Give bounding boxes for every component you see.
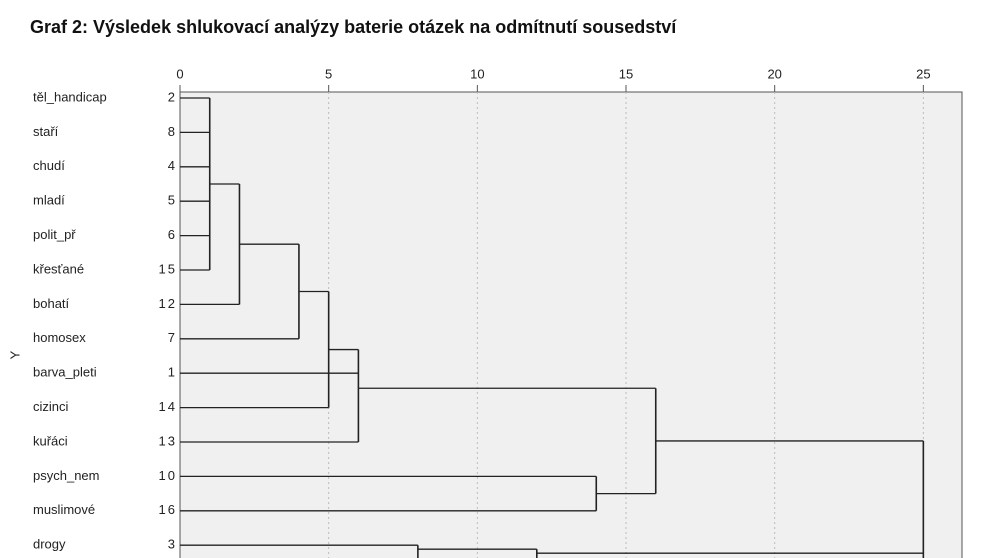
- leaf-label: psych_nem: [33, 468, 99, 483]
- case-number: 3: [168, 537, 177, 552]
- case-number: 4: [168, 158, 177, 173]
- case-number: 2: [168, 89, 177, 104]
- chart-title: Graf 2: Výsledek shlukovací analýzy bate…: [30, 17, 677, 37]
- case-number: 16: [159, 502, 177, 517]
- leaf-label: polit_př: [33, 227, 76, 242]
- leaf-label: drogy: [33, 537, 66, 552]
- leaf-label: muslimové: [33, 502, 95, 517]
- leaf-label: křesťané: [33, 261, 84, 276]
- leaf-label: mladí: [33, 193, 65, 208]
- leaf-label: těl_handicap: [33, 89, 107, 104]
- leaf-label: barva_pleti: [33, 365, 97, 380]
- x-tick-label: 15: [619, 66, 633, 81]
- leaf-label: chudí: [33, 158, 65, 173]
- x-tick-label: 10: [470, 66, 484, 81]
- case-number: 7: [168, 330, 177, 345]
- leaf-label: staří: [33, 124, 59, 139]
- x-tick-label: 25: [916, 66, 930, 81]
- y-axis-label: Y: [7, 350, 22, 359]
- leaf-label: bohatí: [33, 296, 70, 311]
- case-number: 5: [168, 193, 177, 208]
- x-tick-label: 0: [176, 66, 183, 81]
- x-tick-label: 5: [325, 66, 332, 81]
- leaf-label: homosex: [33, 330, 86, 345]
- case-number: 10: [159, 468, 177, 483]
- case-number: 14: [159, 399, 177, 414]
- case-number: 8: [168, 124, 177, 139]
- case-number: 13: [159, 433, 177, 448]
- plot-area: [179, 91, 963, 558]
- case-number: 6: [168, 227, 177, 242]
- case-number: 1: [168, 365, 177, 380]
- case-number: 15: [159, 261, 177, 276]
- leaf-label: cizinci: [33, 399, 69, 414]
- case-number: 12: [159, 296, 177, 311]
- leaf-label: kuřáci: [33, 433, 68, 448]
- x-tick-label: 20: [767, 66, 781, 81]
